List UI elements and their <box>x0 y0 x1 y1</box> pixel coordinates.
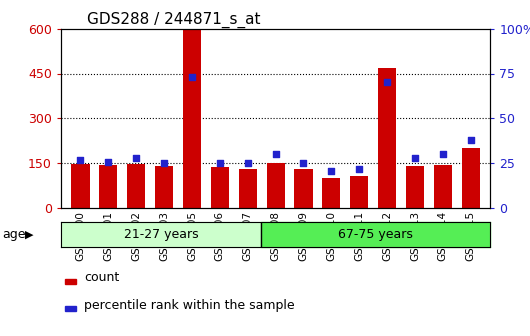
Bar <box>183 29 201 208</box>
Point <box>160 161 169 166</box>
Bar <box>378 68 396 208</box>
Bar <box>127 164 145 208</box>
Bar <box>406 166 424 208</box>
Bar <box>99 165 118 208</box>
Bar <box>267 163 285 208</box>
Point <box>271 152 280 157</box>
Point <box>188 74 196 80</box>
Point <box>355 166 364 171</box>
Bar <box>238 169 257 208</box>
Point <box>383 80 391 85</box>
Text: ▶: ▶ <box>25 229 34 239</box>
Point <box>243 161 252 166</box>
Bar <box>462 149 480 208</box>
Point <box>104 159 112 164</box>
Point <box>327 168 335 173</box>
Bar <box>261 222 490 247</box>
Point <box>466 137 475 143</box>
Bar <box>65 306 76 311</box>
Point <box>439 152 447 157</box>
Bar <box>434 165 452 208</box>
Text: age: age <box>3 228 26 241</box>
Bar <box>65 279 76 284</box>
Text: count: count <box>84 271 119 284</box>
Bar <box>350 176 368 208</box>
Bar <box>322 178 340 208</box>
Text: 21-27 years: 21-27 years <box>124 228 198 241</box>
Bar <box>211 167 229 208</box>
Point <box>132 155 140 161</box>
Bar <box>61 222 261 247</box>
Bar <box>295 169 313 208</box>
Point <box>216 161 224 166</box>
Text: 67-75 years: 67-75 years <box>338 228 413 241</box>
Text: percentile rank within the sample: percentile rank within the sample <box>84 299 295 312</box>
Point <box>299 161 308 166</box>
Point <box>411 155 419 161</box>
Bar <box>72 164 90 208</box>
Bar <box>155 166 173 208</box>
Text: GDS288 / 244871_s_at: GDS288 / 244871_s_at <box>87 12 261 28</box>
Point <box>76 157 85 163</box>
